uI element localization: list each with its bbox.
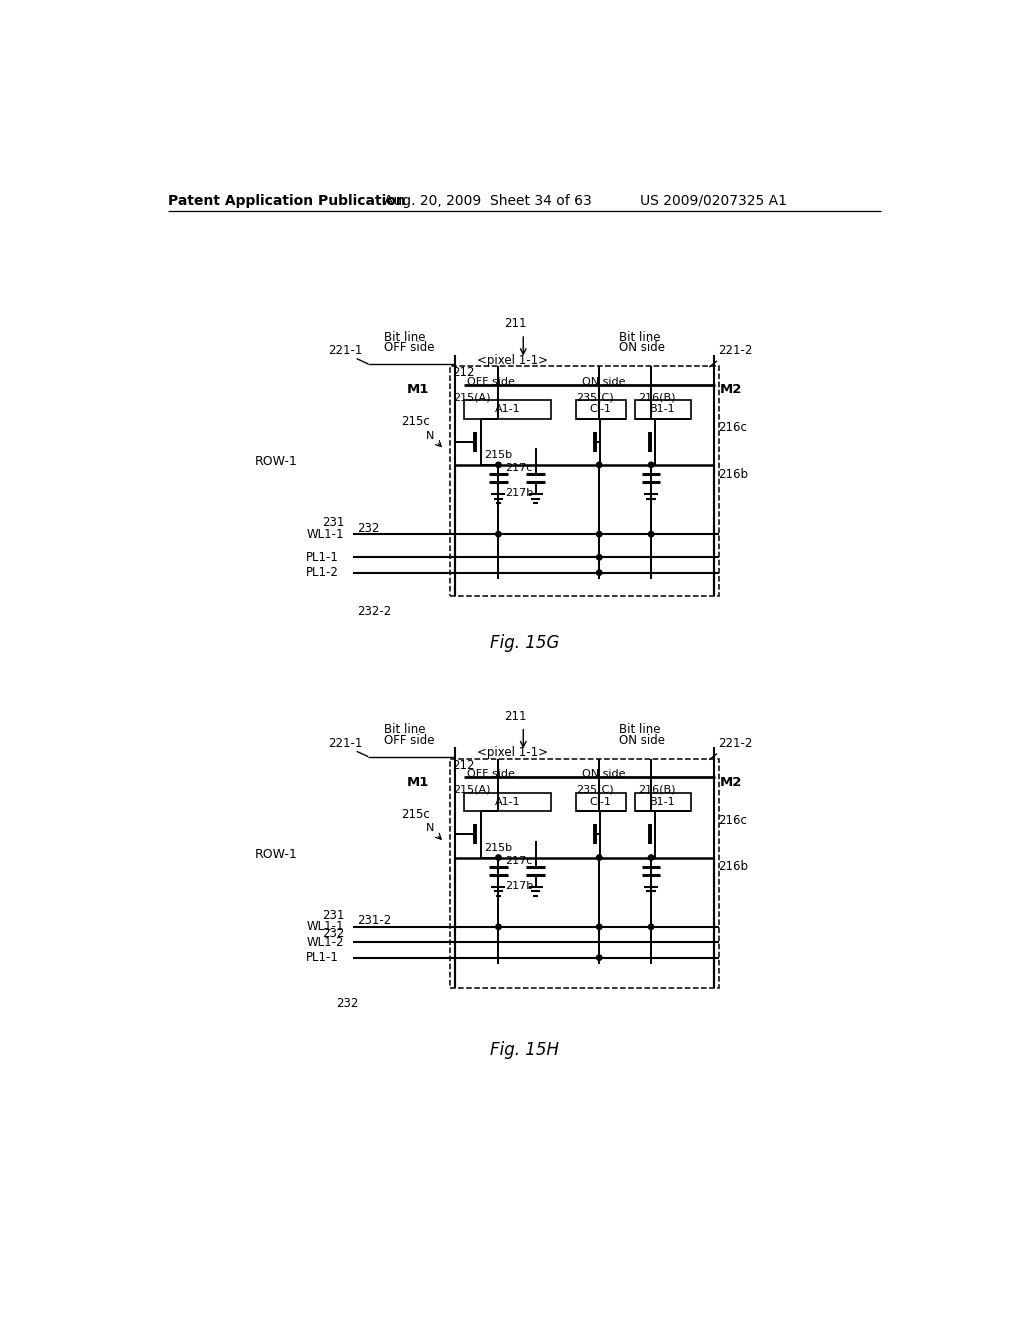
Text: 232: 232 [336,998,358,1010]
Text: 215(A): 215(A) [454,785,490,795]
Circle shape [648,462,654,467]
Text: ROW-1: ROW-1 [255,847,298,861]
Text: Fig. 15G: Fig. 15G [490,635,559,652]
Text: B1-1: B1-1 [650,404,676,414]
Circle shape [648,532,654,537]
Bar [451,366,719,595]
Text: ROW-1: ROW-1 [255,455,298,469]
Text: 215(A): 215(A) [454,392,490,403]
Text: 235(C): 235(C) [575,785,613,795]
Text: Bit line: Bit line [620,330,660,343]
Text: 231: 231 [322,908,344,921]
Text: ON side: ON side [620,734,666,747]
Text: N: N [426,430,434,441]
Text: 212: 212 [452,366,474,379]
Text: Bit line: Bit line [620,723,660,737]
Text: Bit line: Bit line [384,330,425,343]
Circle shape [597,924,602,929]
Text: OFF side: OFF side [467,376,515,387]
Bar [635,400,690,418]
Text: M2: M2 [720,383,742,396]
Circle shape [496,855,501,861]
Text: ON side: ON side [583,376,626,387]
Text: 212: 212 [452,759,474,772]
Text: WL1-2: WL1-2 [306,936,344,949]
Circle shape [597,532,602,537]
Text: <pixel 1-1>: <pixel 1-1> [477,746,548,759]
Text: A1-1: A1-1 [495,404,520,414]
Circle shape [597,462,602,467]
Text: 216c: 216c [719,421,748,434]
Circle shape [648,924,654,929]
Text: WL1-1: WL1-1 [306,920,344,933]
Text: 231-2: 231-2 [357,915,391,927]
Text: 211: 211 [504,710,526,723]
Bar [451,759,719,989]
Text: 217c: 217c [505,855,532,866]
Circle shape [597,554,602,560]
Text: <pixel 1-1>: <pixel 1-1> [477,354,548,367]
Text: 215c: 215c [400,416,429,428]
Text: 217c: 217c [505,463,532,473]
Circle shape [597,954,602,961]
Bar [464,793,551,812]
Text: 221-1: 221-1 [328,737,362,750]
Bar [464,400,551,418]
Text: 217b: 217b [505,880,532,891]
Text: M2: M2 [720,776,742,788]
Text: Bit line: Bit line [384,723,425,737]
Text: 216c: 216c [719,814,748,828]
Text: A1-1: A1-1 [495,797,520,807]
Text: 216b: 216b [719,861,749,874]
Text: 216(B): 216(B) [638,392,676,403]
Circle shape [496,462,501,467]
Text: 215b: 215b [484,450,513,459]
Text: 232: 232 [322,927,344,940]
Circle shape [597,855,602,861]
Text: Aug. 20, 2009  Sheet 34 of 63: Aug. 20, 2009 Sheet 34 of 63 [384,194,592,207]
Text: 216b: 216b [719,467,749,480]
Text: 231: 231 [322,516,344,529]
Text: 232-2: 232-2 [357,605,391,618]
Text: WL1-1: WL1-1 [306,528,344,541]
Text: 215c: 215c [400,808,429,821]
Circle shape [597,570,602,576]
Text: M1: M1 [407,776,429,788]
Text: OFF side: OFF side [467,770,515,779]
Text: N: N [426,824,434,833]
Text: 215b: 215b [484,842,513,853]
Circle shape [496,924,501,929]
Bar [635,793,690,812]
Text: CI-1: CI-1 [590,797,611,807]
Text: PL1-1: PL1-1 [306,550,339,564]
Text: OFF side: OFF side [384,342,434,354]
Text: US 2009/0207325 A1: US 2009/0207325 A1 [640,194,786,207]
Text: 221-1: 221-1 [328,345,362,358]
Text: 217b: 217b [505,488,532,499]
Text: 221-2: 221-2 [719,737,753,750]
Text: 221-2: 221-2 [719,345,753,358]
Text: B1-1: B1-1 [650,797,676,807]
Text: OFF side: OFF side [384,734,434,747]
Text: 235(C): 235(C) [575,392,613,403]
Text: ON side: ON side [620,342,666,354]
Text: Fig. 15H: Fig. 15H [490,1041,559,1059]
Text: 216(B): 216(B) [638,785,676,795]
Text: Patent Application Publication: Patent Application Publication [168,194,407,207]
Bar [575,400,627,418]
Text: 232: 232 [357,521,380,535]
Text: PL1-2: PL1-2 [306,566,339,579]
Text: CI-1: CI-1 [590,404,611,414]
Bar [575,793,627,812]
Text: 211: 211 [504,317,526,330]
Text: M1: M1 [407,383,429,396]
Circle shape [648,855,654,861]
Text: PL1-1: PL1-1 [306,952,339,964]
Circle shape [496,532,501,537]
Text: ON side: ON side [583,770,626,779]
